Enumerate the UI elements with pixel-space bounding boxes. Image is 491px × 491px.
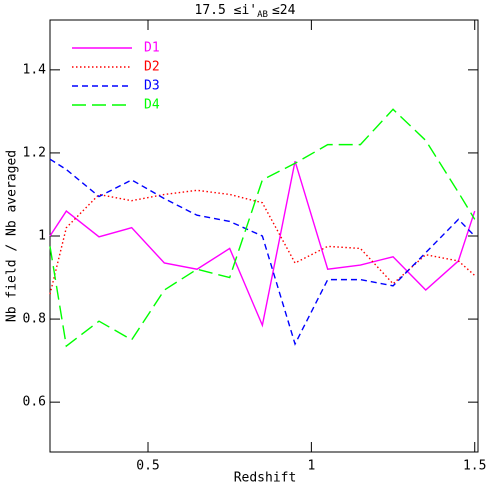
y-axis-label: Nb field / Nb averaged [5,150,20,322]
y-tick-label: 0.6 [23,395,46,410]
y-tick-label: 1.2 [23,145,46,160]
x-tick-label: 1.5 [463,459,486,474]
y-tick-label: 1.4 [23,62,47,77]
series-line [49,161,476,328]
series-line [49,108,476,348]
chart-title: 17.5 ≤i'AB ≤24 [195,3,296,20]
x-axis-label: Redshift [234,471,297,486]
series-line [49,189,476,295]
x-tick-label: 0.5 [136,459,159,474]
legend-label: D2 [144,60,160,75]
legend-label: D1 [144,41,160,56]
legend-label: D4 [144,98,160,113]
plot-frame [49,19,479,453]
title-main: 17.5 ≤i' [195,3,258,18]
legend-label: D3 [144,79,160,94]
y-tick-label: 0.8 [23,312,46,327]
title-end: ≤24 [272,3,296,18]
series-line [49,158,476,346]
y-tick-label: 1 [38,229,46,244]
title-subscript: AB [257,10,268,20]
x-tick-label: 1 [307,459,315,474]
